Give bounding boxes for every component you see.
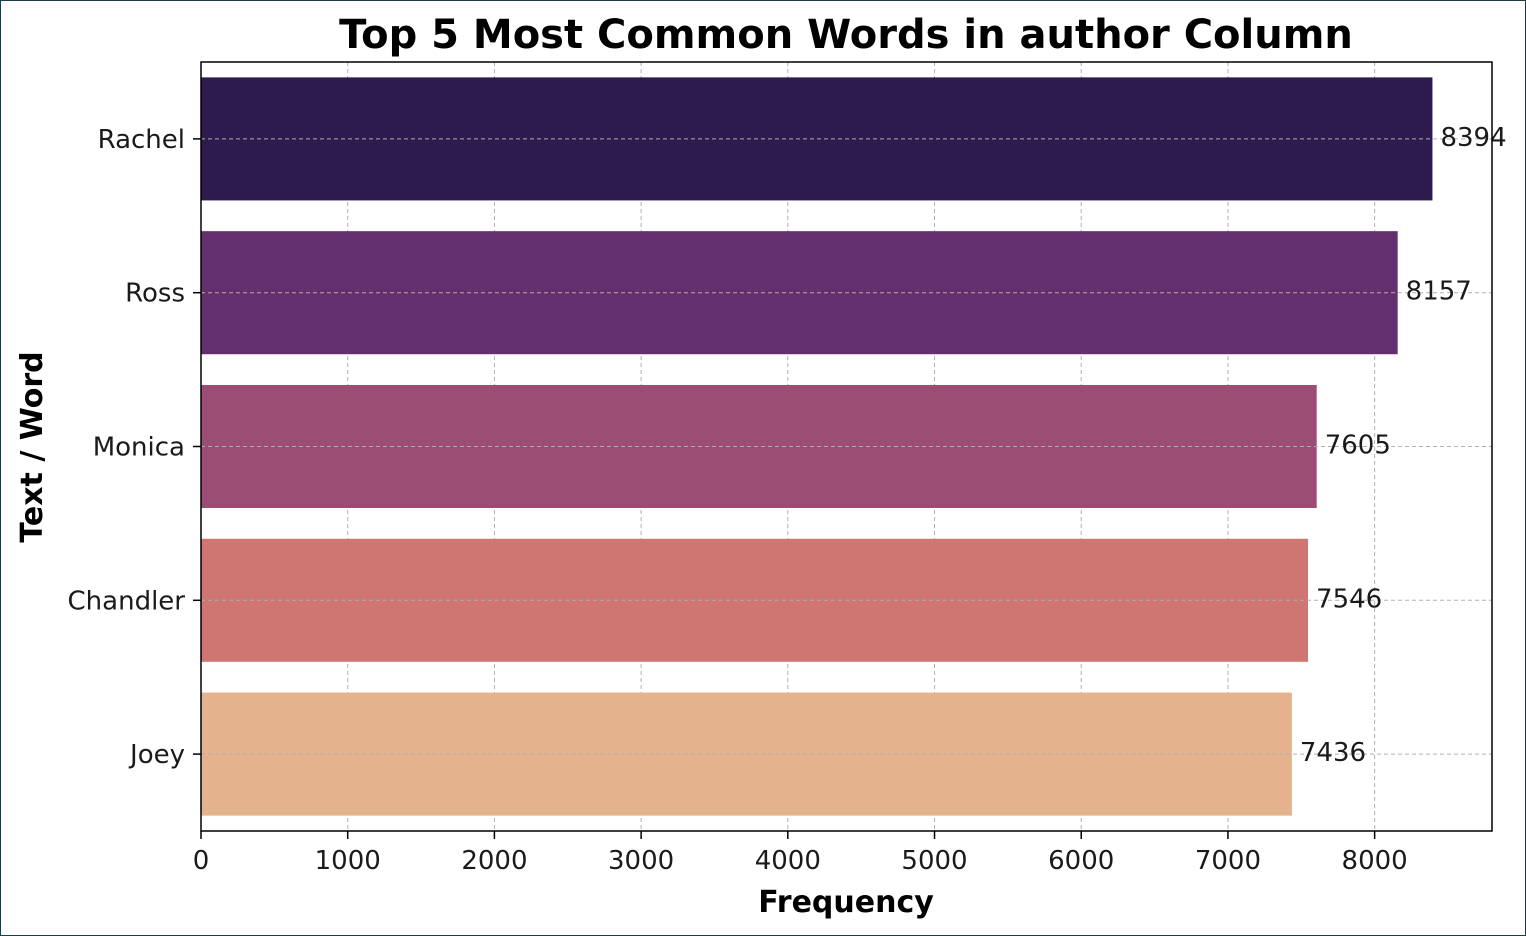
y-tick-label: Chandler [68, 586, 186, 616]
x-axis-label: Frequency [758, 885, 934, 920]
data-label-monica: 7605 [1325, 431, 1391, 461]
horizontal-grid-lines [201, 138, 1492, 755]
x-tick-label: 5000 [901, 846, 967, 876]
y-axis-ticks: Rachel Ross Monica Chandler Joey [68, 125, 201, 770]
y-axis-label: Text / Word [15, 351, 50, 542]
x-tick-label: 8000 [1342, 846, 1408, 876]
y-tick-label: Ross [125, 279, 185, 309]
bar-joey [201, 692, 1292, 816]
x-tick-label: 0 [193, 846, 210, 876]
x-axis-ticks: 0 1000 2000 3000 4000 5000 6000 7000 8000 [193, 831, 1408, 876]
x-tick-label: 3000 [608, 846, 674, 876]
y-tick-label: Joey [128, 740, 185, 770]
data-labels: 8394 8157 7605 7546 7436 [1300, 123, 1507, 768]
data-label-ross: 8157 [1406, 277, 1472, 307]
x-tick-label: 1000 [315, 846, 381, 876]
y-tick-label: Rachel [98, 125, 185, 155]
data-label-rachel: 8394 [1440, 123, 1506, 153]
data-label-joey: 7436 [1300, 738, 1366, 768]
data-label-chandler: 7546 [1316, 584, 1382, 614]
x-tick-label: 6000 [1048, 846, 1114, 876]
x-tick-label: 4000 [755, 846, 821, 876]
x-tick-label: 2000 [461, 846, 527, 876]
x-tick-label: 7000 [1195, 846, 1261, 876]
y-tick-label: Monica [93, 433, 185, 463]
chart-title: Top 5 Most Common Words in author Column [339, 12, 1353, 58]
